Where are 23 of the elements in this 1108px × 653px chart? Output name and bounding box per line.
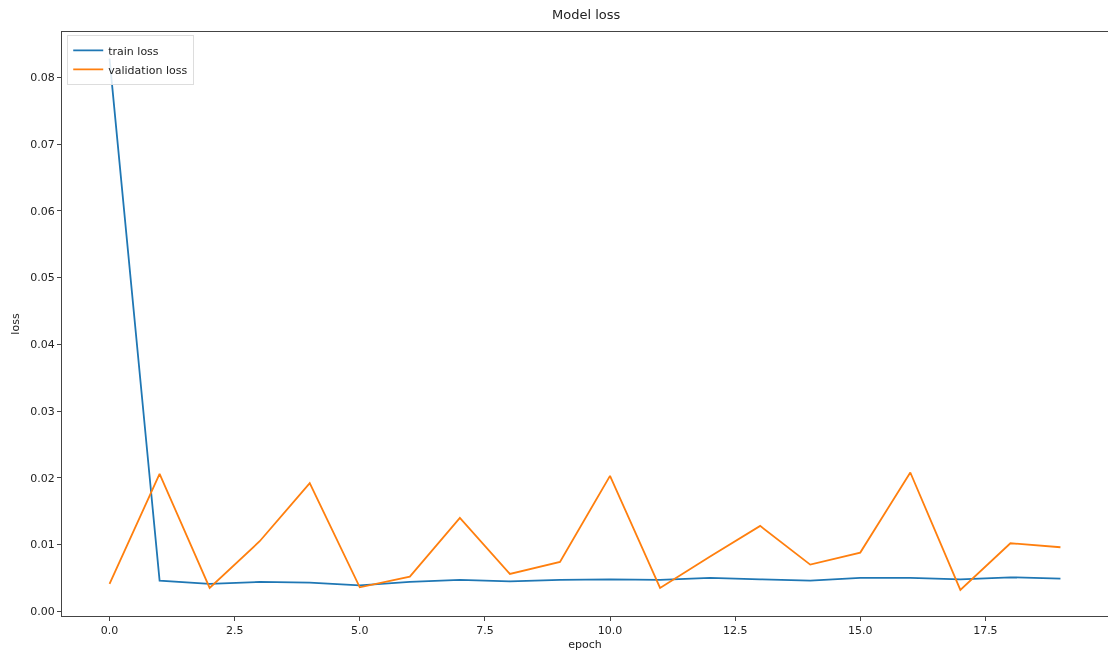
x-tick-label: 12.5 [722, 624, 748, 638]
y-axis-title: loss [8, 313, 22, 335]
y-tick-label: 0.01 [30, 538, 55, 552]
y-tick-label: 0.02 [30, 471, 55, 485]
y-tick-label: 0.07 [30, 137, 55, 151]
line-series [108, 471, 1062, 591]
x-axis-title: epoch [568, 638, 602, 652]
y-tick-label: 0.03 [30, 404, 55, 418]
y-tick-label: 0.00 [30, 605, 55, 619]
y-tick-label: 0.05 [30, 271, 55, 285]
y-tick-label: 0.08 [30, 71, 55, 85]
x-tick-label: 15.0 [848, 624, 873, 638]
x-tick-label: 2.5 [225, 624, 244, 638]
chart-title: Model loss [551, 6, 621, 22]
legend-label: train loss [108, 44, 159, 58]
x-tick-label: 7.5 [476, 624, 494, 638]
y-tick-label: 0.06 [30, 204, 55, 218]
x-tick-label: 17.5 [973, 624, 998, 638]
legend-label: validation loss [108, 63, 188, 77]
x-tick-label: 0.0 [100, 624, 119, 638]
x-tick-label: 5.0 [351, 624, 369, 638]
x-tick-label: 10.0 [597, 624, 623, 638]
y-tick-label: 0.04 [30, 338, 55, 352]
